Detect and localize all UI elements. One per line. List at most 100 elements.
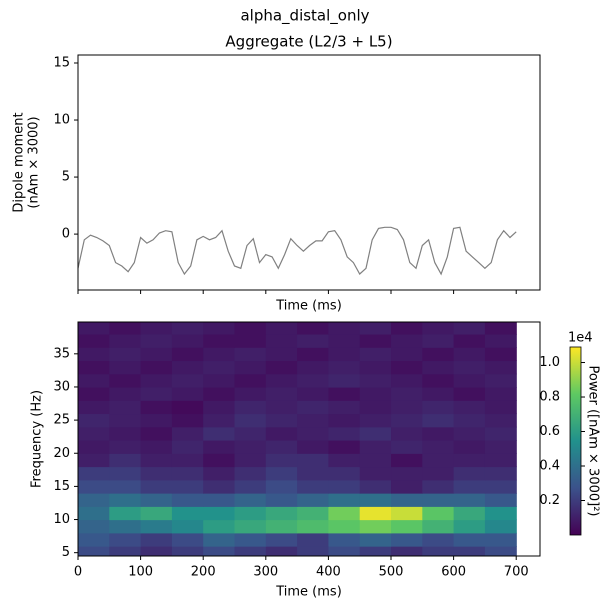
heatmap-cell (391, 479, 423, 494)
heatmap-cell (391, 519, 423, 534)
heatmap-cell (453, 373, 486, 388)
heatmap-cell (297, 426, 330, 441)
heatmap-cell (328, 413, 361, 428)
heatmap-cell (203, 426, 236, 441)
heatmap-cell (171, 453, 204, 468)
heatmap-cell (328, 400, 361, 415)
heatmap-cell (359, 386, 392, 401)
x-tick-label: 600 (441, 565, 466, 580)
heatmap-cell (359, 493, 392, 507)
heatmap-cell (265, 322, 298, 335)
heatmap-cell (78, 347, 110, 362)
heatmap-cell (140, 386, 173, 401)
colorbar-tick-label: 0.2 (539, 493, 560, 508)
heatmap-cell (203, 546, 236, 556)
heatmap-cell (422, 546, 455, 556)
heatmap-cell (484, 413, 517, 428)
heatmap-cell (265, 373, 298, 388)
heatmap-cell (78, 479, 110, 494)
y-tick-label: 15 (53, 479, 70, 494)
heatmap-cell (297, 413, 330, 428)
heatmap-cell (422, 453, 455, 468)
heatmap-cell (484, 532, 517, 547)
heatmap (78, 322, 517, 556)
heatmap-cell (265, 519, 298, 534)
x-tick-label: 700 (504, 565, 529, 580)
heatmap-cell (359, 360, 392, 375)
heatmap-cell (171, 373, 204, 388)
heatmap-cell (422, 439, 455, 454)
heatmap-cell (78, 413, 110, 428)
heatmap-cell (109, 453, 142, 468)
y-tick-label: 10 (53, 512, 70, 527)
heatmap-cell (328, 439, 361, 454)
heatmap-cell (78, 466, 110, 481)
heatmap-cell (359, 400, 392, 415)
heatmap-cell (203, 453, 236, 468)
heatmap-cell (109, 322, 142, 335)
colorbar-tick-label: 0.6 (539, 424, 560, 439)
heatmap-cell (265, 466, 298, 481)
heatmap-cell (391, 453, 423, 468)
heatmap-cell (203, 493, 236, 507)
heatmap-cell (328, 386, 361, 401)
heatmap-cell (265, 493, 298, 507)
axes-frame (77, 321, 541, 557)
heatmap-cell (297, 333, 330, 348)
heatmap-cell (391, 493, 423, 507)
heatmap-cell (234, 519, 267, 534)
heatmap-cell (328, 546, 361, 556)
y-tick-label: 15 (53, 55, 70, 70)
heatmap-cell (171, 506, 204, 521)
colorbar-tick-label: 1.0 (539, 355, 560, 370)
x-tick-label: 400 (316, 565, 341, 580)
heatmap-cell (265, 439, 298, 454)
heatmap-cell (140, 426, 173, 441)
heatmap-cell (359, 546, 392, 556)
y-tick-label: 30 (53, 379, 70, 394)
heatmap-cell (297, 493, 330, 507)
heatmap-cell (265, 453, 298, 468)
heatmap-cell (391, 400, 423, 415)
heatmap-cell (297, 386, 330, 401)
y-tick-label: 5 (62, 170, 70, 185)
dipole-line (77, 226, 517, 276)
heatmap-cell (203, 373, 236, 388)
heatmap-cell (391, 546, 423, 556)
heatmap-cell (328, 532, 361, 547)
heatmap-cell (328, 466, 361, 481)
heatmap-cell (359, 333, 392, 348)
heatmap-cell (234, 360, 267, 375)
heatmap-cell (234, 386, 267, 401)
heatmap-cell (109, 360, 142, 375)
heatmap-cell (234, 400, 267, 415)
heatmap-cell (359, 479, 392, 494)
heatmap-cell (422, 322, 455, 335)
heatmap-cell (140, 413, 173, 428)
heatmap-cell (484, 479, 517, 494)
heatmap-cell (328, 373, 361, 388)
heatmap-cell (453, 506, 486, 521)
heatmap-cell (484, 546, 517, 556)
heatmap-cell (109, 386, 142, 401)
heatmap-cell (171, 439, 204, 454)
heatmap-cell (297, 506, 330, 521)
heatmap-cell (391, 426, 423, 441)
heatmap-cell (422, 386, 455, 401)
heatmap-cell (203, 479, 236, 494)
heatmap-cell (359, 466, 392, 481)
y-tick-label: 35 (53, 346, 70, 361)
y-tick-label: 0 (62, 227, 70, 242)
heatmap-cell (484, 453, 517, 468)
heatmap-cell (453, 426, 486, 441)
heatmap-cell (78, 426, 110, 441)
heatmap-cell (453, 400, 486, 415)
heatmap-cell (484, 322, 517, 335)
heatmap-cell (265, 426, 298, 441)
heatmap-cell (78, 322, 110, 335)
heatmap-cell (453, 439, 486, 454)
heatmap-cell (328, 453, 361, 468)
heatmap-cell (391, 373, 423, 388)
heatmap-cell (140, 546, 173, 556)
y-tick-label: 10 (53, 113, 70, 128)
